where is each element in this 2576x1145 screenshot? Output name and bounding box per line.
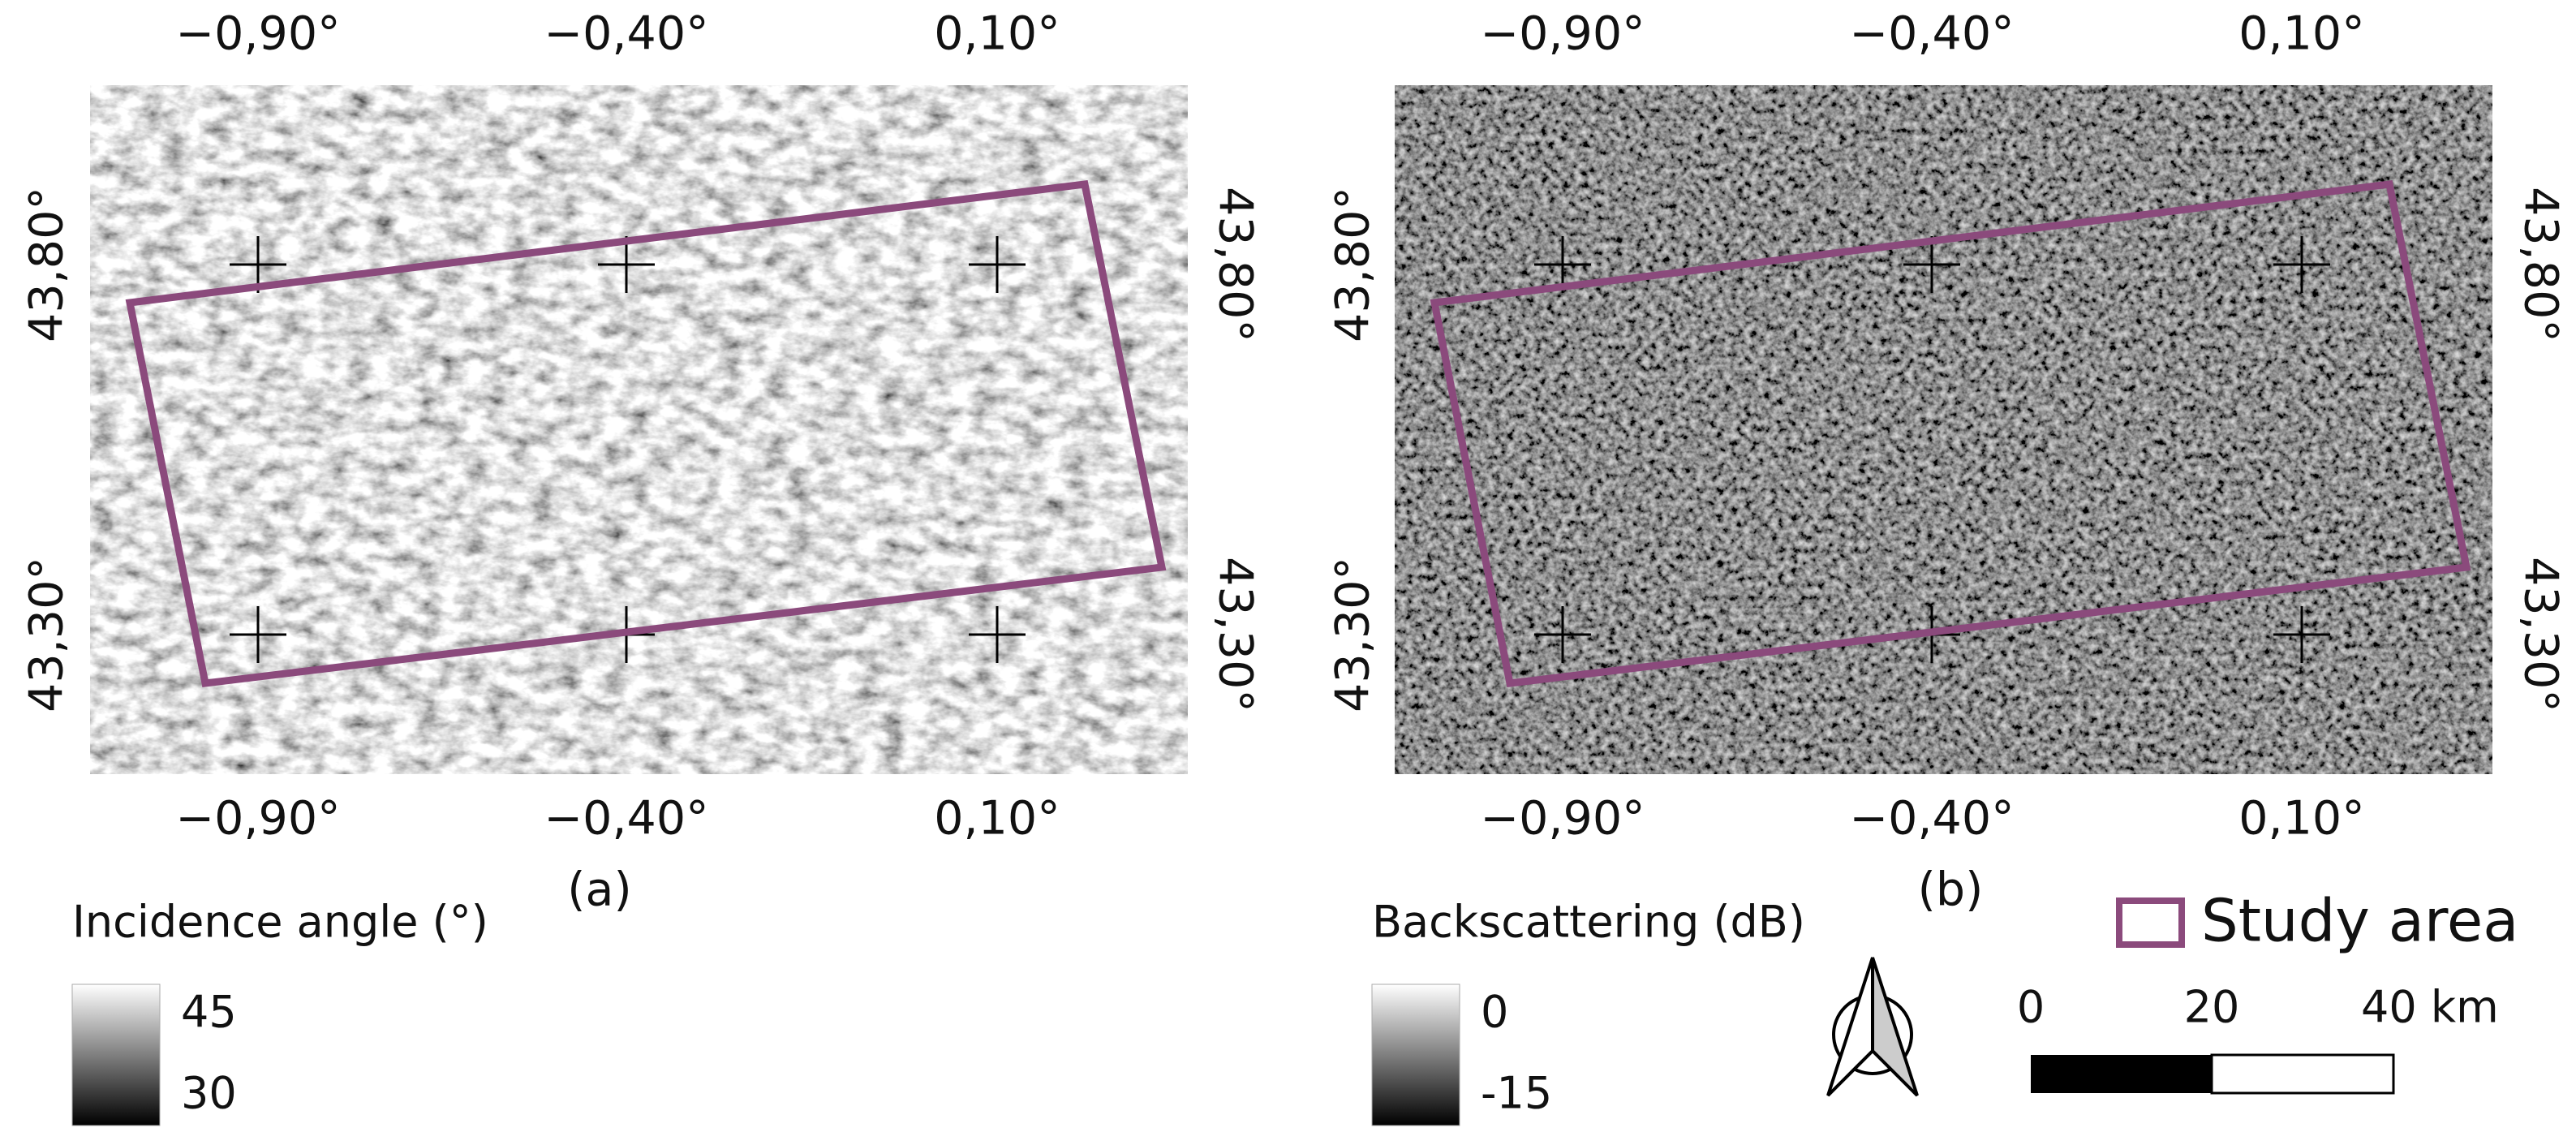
scale-bar-label: 0 [2017, 982, 2045, 1033]
study-area [125, 180, 1167, 687]
longitude-label: −0,90° [1480, 7, 1645, 61]
map-image [90, 85, 1188, 774]
longitude-label: 0,10° [2238, 792, 2364, 846]
north-arrow-right [1871, 957, 1919, 1097]
longitude-label: −0,40° [544, 792, 708, 846]
legend-max: 0 [1481, 987, 1508, 1038]
latitude-label: 43,30° [1208, 557, 1262, 712]
legend-title: Backscattering (dB) [1372, 897, 1805, 948]
latitude-label: 43,30° [2514, 557, 2567, 712]
longitude-label: −0,90° [175, 792, 340, 846]
latitude-label: 43,30° [1327, 557, 1380, 712]
latitude-label: 43,80° [2514, 187, 2567, 342]
panel-caption: (b) [1918, 863, 1984, 917]
longitude-label: −0,40° [1849, 792, 2014, 846]
latitude-label: 43,80° [1327, 187, 1380, 342]
longitude-label: −0,90° [1480, 792, 1645, 846]
scale-bar-label: 40 km [2361, 982, 2499, 1033]
study-area-swatch [2116, 897, 2185, 948]
latitude-label: 43,80° [1208, 187, 1262, 342]
scale-bar-black [2031, 1055, 2212, 1093]
map-image [1395, 85, 2492, 774]
scale-bar-white [2210, 1053, 2395, 1095]
legend-gradient [71, 984, 161, 1126]
study-area [1430, 180, 2471, 687]
latitude-label: 43,80° [20, 187, 74, 342]
panel-caption: (a) [567, 863, 631, 917]
longitude-label: −0,40° [544, 7, 708, 61]
legend-gradient [1371, 984, 1460, 1126]
longitude-label: 0,10° [934, 7, 1060, 61]
legend-min: 30 [181, 1068, 237, 1119]
longitude-label: 0,10° [934, 792, 1060, 846]
legend-title: Incidence angle (°) [72, 897, 488, 948]
longitude-label: 0,10° [2238, 7, 2364, 61]
legend-max: 45 [181, 987, 237, 1038]
north-arrow [1826, 957, 1919, 1097]
latitude-label: 43,30° [20, 557, 74, 712]
longitude-label: −0,40° [1849, 7, 2014, 61]
study-area-label: Study area [2201, 887, 2518, 955]
legend-min: -15 [1481, 1068, 1552, 1119]
longitude-label: −0,90° [175, 7, 340, 61]
scale-bar-label: 20 [2184, 982, 2240, 1033]
